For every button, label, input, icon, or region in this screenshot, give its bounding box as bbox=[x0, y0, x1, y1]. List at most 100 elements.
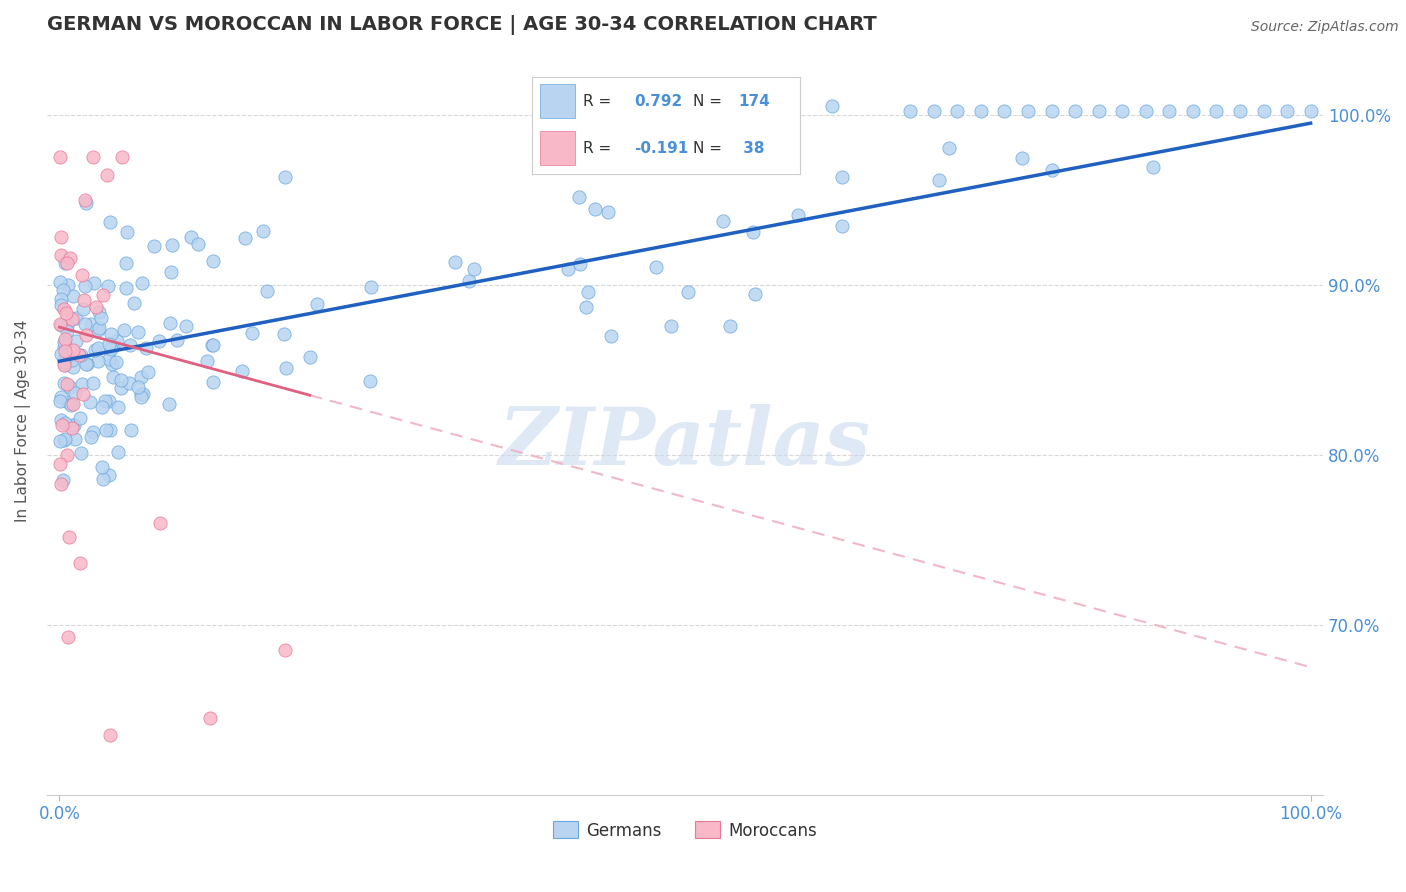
Point bbox=[103, 370, 125, 384]
Point bbox=[187, 237, 209, 252]
Point bbox=[97, 279, 120, 293]
Point bbox=[80, 317, 103, 331]
Point bbox=[53, 343, 76, 358]
Point bbox=[60, 352, 83, 367]
Point bbox=[52, 473, 75, 487]
Point bbox=[110, 373, 132, 387]
Point bbox=[48, 275, 70, 289]
Point bbox=[82, 376, 104, 390]
Point bbox=[443, 255, 465, 269]
Point bbox=[659, 319, 682, 334]
Point bbox=[60, 398, 83, 412]
Point bbox=[166, 333, 188, 347]
Point bbox=[51, 318, 73, 332]
Point bbox=[52, 283, 75, 297]
Point bbox=[1181, 104, 1204, 119]
Point bbox=[112, 323, 135, 337]
Point bbox=[127, 325, 149, 339]
Point bbox=[49, 413, 72, 427]
Point bbox=[53, 333, 76, 347]
Point bbox=[98, 728, 121, 742]
Point bbox=[120, 338, 142, 352]
Point bbox=[107, 445, 129, 459]
Point bbox=[53, 359, 76, 373]
Point bbox=[73, 193, 96, 207]
Point bbox=[110, 381, 132, 395]
Point bbox=[174, 318, 197, 333]
Point bbox=[87, 321, 110, 335]
Point bbox=[53, 256, 76, 270]
Point bbox=[1087, 104, 1109, 119]
Point bbox=[96, 168, 118, 182]
Point bbox=[53, 301, 76, 316]
Point bbox=[72, 387, 94, 401]
Point bbox=[928, 173, 950, 187]
Point bbox=[87, 323, 110, 337]
Point bbox=[52, 376, 75, 390]
Point bbox=[299, 350, 322, 364]
Point bbox=[120, 424, 142, 438]
Point bbox=[131, 390, 153, 404]
Point bbox=[1229, 104, 1251, 119]
Point bbox=[305, 296, 328, 310]
Point bbox=[60, 418, 83, 433]
Point bbox=[97, 394, 120, 409]
Point bbox=[1011, 151, 1033, 165]
Point bbox=[107, 400, 129, 414]
Point bbox=[82, 150, 104, 164]
Point bbox=[129, 369, 152, 384]
Point bbox=[62, 343, 84, 358]
Point bbox=[55, 324, 77, 338]
Point bbox=[87, 354, 110, 368]
Point bbox=[73, 279, 96, 293]
Point bbox=[69, 348, 91, 362]
Point bbox=[83, 343, 105, 358]
Point bbox=[718, 319, 741, 334]
Point bbox=[62, 289, 84, 303]
Point bbox=[136, 365, 159, 379]
Point bbox=[1299, 104, 1322, 119]
Point bbox=[1135, 104, 1157, 119]
Point bbox=[62, 359, 84, 374]
Point bbox=[557, 262, 579, 277]
Point bbox=[1064, 104, 1087, 119]
Point bbox=[91, 472, 114, 486]
Point bbox=[97, 337, 120, 351]
Point bbox=[922, 104, 945, 119]
Point bbox=[65, 311, 87, 326]
Point bbox=[195, 354, 218, 368]
Point bbox=[76, 357, 98, 371]
Point bbox=[56, 277, 79, 292]
Point bbox=[94, 394, 117, 409]
Point bbox=[831, 219, 853, 234]
Point bbox=[51, 477, 73, 491]
Point bbox=[60, 420, 83, 434]
Point bbox=[70, 268, 93, 282]
Point bbox=[90, 310, 112, 325]
Text: Source: ZipAtlas.com: Source: ZipAtlas.com bbox=[1251, 20, 1399, 34]
Point bbox=[159, 316, 181, 330]
Point bbox=[60, 311, 83, 326]
Point bbox=[135, 342, 157, 356]
Point bbox=[49, 298, 72, 312]
Point bbox=[772, 137, 794, 152]
Point bbox=[48, 434, 70, 448]
Point bbox=[96, 424, 118, 438]
Point bbox=[83, 276, 105, 290]
Point bbox=[129, 387, 152, 401]
Point bbox=[233, 231, 256, 245]
Point bbox=[51, 390, 73, 404]
Point bbox=[463, 262, 485, 277]
Point bbox=[62, 397, 84, 411]
Point bbox=[49, 317, 72, 331]
Point bbox=[53, 355, 76, 369]
Point bbox=[59, 396, 82, 410]
Point bbox=[201, 338, 224, 352]
Point bbox=[201, 338, 224, 352]
Point bbox=[787, 208, 810, 222]
Point bbox=[58, 530, 80, 544]
Point bbox=[1017, 104, 1039, 119]
Point bbox=[898, 104, 921, 119]
Point bbox=[1275, 104, 1298, 119]
Point bbox=[569, 256, 592, 270]
